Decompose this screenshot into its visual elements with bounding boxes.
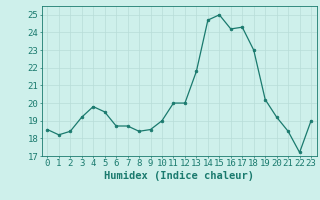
X-axis label: Humidex (Indice chaleur): Humidex (Indice chaleur)	[104, 171, 254, 181]
